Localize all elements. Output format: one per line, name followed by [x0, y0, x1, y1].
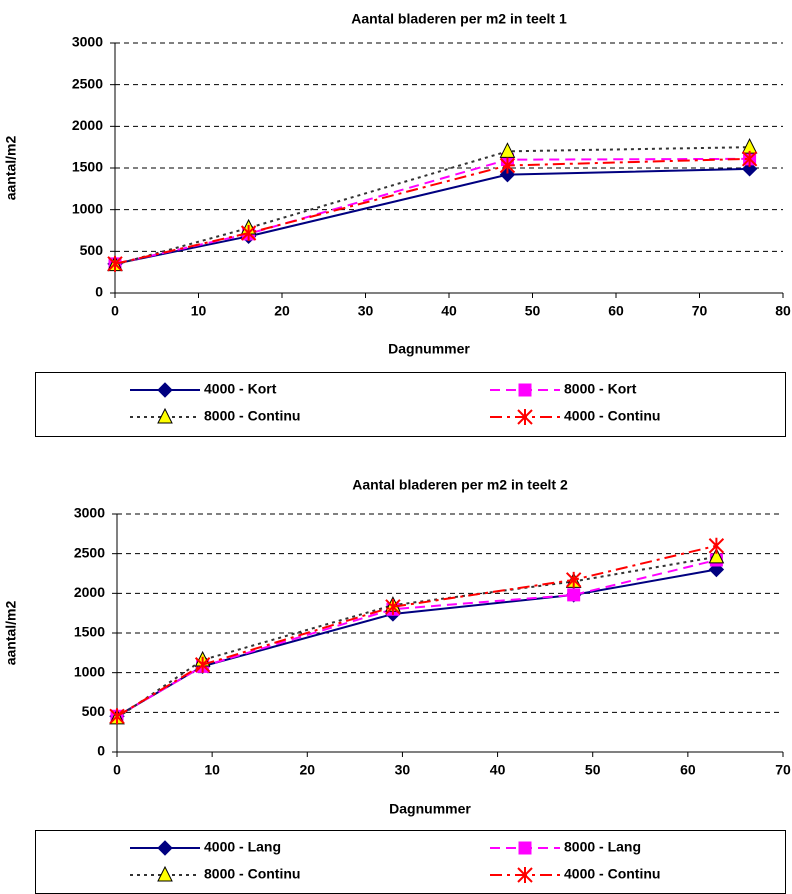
- y-tick-label: 0: [95, 284, 103, 300]
- y-tick-label: 2500: [72, 75, 103, 91]
- x-axis-label: Dagnummer: [389, 801, 471, 817]
- x-tick-label: 0: [113, 762, 121, 778]
- marker-star: [741, 150, 758, 167]
- marker-diamond: [157, 840, 173, 856]
- y-tick-label: 3000: [72, 34, 103, 50]
- x-tick-label: 60: [680, 762, 696, 778]
- x-tick-label: 70: [775, 762, 791, 778]
- x-tick-label: 70: [692, 303, 708, 319]
- legend-label: 4000 - Continu: [564, 866, 660, 882]
- marker-star: [499, 157, 516, 174]
- series-line: [114, 167, 750, 265]
- legend-label: 8000 - Continu: [204, 408, 300, 424]
- x-tick-label: 20: [274, 303, 290, 319]
- legend-label: 8000 - Lang: [564, 839, 641, 855]
- y-tick-label: 500: [82, 703, 106, 719]
- marker-triangle: [157, 407, 173, 424]
- chart-title: Aantal bladeren per m2 in teelt 1: [351, 11, 567, 27]
- marker-square: [518, 383, 532, 397]
- y-tick-label: 2500: [74, 544, 105, 560]
- y-tick-label: 2000: [74, 584, 105, 600]
- marker-star: [240, 225, 257, 241]
- y-tick-label: 0: [97, 743, 105, 759]
- series-line: [114, 146, 750, 266]
- x-tick-label: 50: [585, 762, 601, 778]
- legend-label: 8000 - Continu: [204, 866, 300, 882]
- x-axis-label: Dagnummer: [388, 341, 470, 357]
- marker-square: [567, 588, 581, 602]
- x-tick-label: 60: [608, 303, 624, 319]
- legend-box: [35, 372, 786, 437]
- marker-diamond: [741, 161, 758, 177]
- y-tick-label: 1500: [72, 159, 103, 175]
- marker-triangle: [157, 865, 173, 882]
- marker-star: [565, 571, 582, 588]
- marker-star: [194, 656, 211, 673]
- series-line: [116, 568, 717, 718]
- y-tick-label: 3000: [74, 505, 105, 521]
- marker-star: [517, 867, 533, 883]
- y-tick-label: 500: [80, 242, 104, 258]
- x-tick-label: 30: [395, 762, 411, 778]
- legend-label: 4000 - Lang: [204, 839, 281, 855]
- marker-star: [109, 708, 125, 725]
- marker-star: [708, 537, 725, 554]
- legend-box: [35, 830, 786, 894]
- x-tick-label: 0: [111, 303, 119, 319]
- y-axis-label: aantal/m2: [3, 600, 19, 665]
- x-tick-label: 10: [204, 762, 220, 778]
- legend-label: 8000 - Kort: [564, 381, 637, 397]
- x-tick-label: 20: [299, 762, 315, 778]
- x-tick-label: 40: [441, 303, 457, 319]
- legend-label: 4000 - Kort: [204, 381, 277, 397]
- chart-title: Aantal bladeren per m2 in teelt 2: [352, 477, 568, 493]
- y-axis-label: aantal/m2: [3, 135, 19, 200]
- legend-label: 4000 - Continu: [564, 408, 660, 424]
- marker-triangle: [499, 142, 516, 158]
- y-tick-label: 1000: [74, 663, 105, 679]
- y-tick-label: 1000: [72, 200, 103, 216]
- series-line: [116, 559, 717, 718]
- x-tick-label: 30: [358, 303, 374, 319]
- x-tick-label: 40: [490, 762, 506, 778]
- marker-triangle: [708, 547, 725, 564]
- marker-star: [517, 409, 533, 425]
- x-tick-label: 80: [775, 303, 791, 319]
- series-line: [114, 157, 750, 265]
- marker-diamond: [499, 166, 516, 183]
- marker-star: [385, 598, 401, 615]
- marker-diamond: [708, 561, 725, 578]
- marker-star: [107, 255, 123, 272]
- x-tick-label: 50: [525, 303, 541, 319]
- y-tick-label: 2000: [72, 117, 103, 133]
- marker-diamond: [157, 382, 173, 398]
- marker-square: [518, 841, 532, 855]
- x-tick-label: 10: [191, 303, 207, 319]
- series-line: [116, 544, 717, 718]
- y-tick-label: 1500: [74, 624, 105, 640]
